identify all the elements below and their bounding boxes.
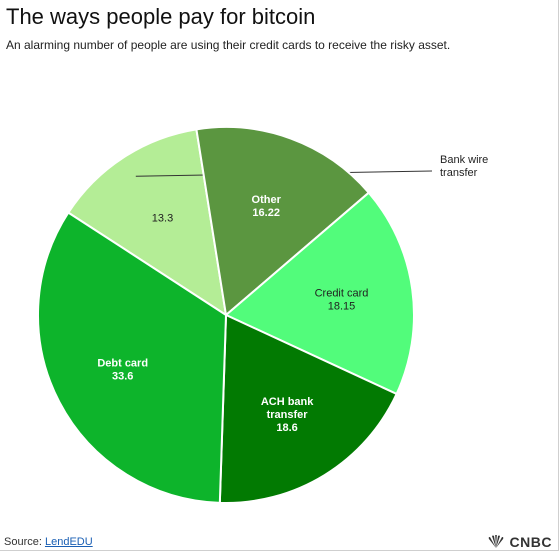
source-link[interactable]: LendEDU (44, 536, 93, 548)
slice-value-label: 18.15 (328, 301, 356, 313)
pie-slice-other (195, 126, 371, 317)
pie-slice-ach-bank-transfer (218, 313, 398, 504)
peacock-icon (488, 535, 503, 548)
source-prefix: Source: (4, 536, 45, 548)
slice-value-label: 16.22 (252, 207, 280, 219)
pie-slice-credit-card (224, 191, 415, 396)
slice-name-label: Other (252, 194, 282, 206)
callout-label: transfer (440, 167, 478, 179)
chart-subtitle: An alarming number of people are using t… (6, 38, 451, 52)
pie-slice-debt-card (37, 211, 228, 504)
callout-label: Bank wire (440, 154, 488, 166)
source-line: Source: LendEDU (4, 536, 93, 548)
slice-value-label: 33.6 (112, 370, 133, 382)
slice-name-label: ACH bank (261, 396, 314, 408)
slice-name-label: transfer (267, 409, 309, 421)
slice-value-label: 18.6 (276, 422, 297, 434)
slice-value-label: 13.3 (152, 212, 173, 224)
slice-name-label: Debt card (97, 357, 148, 369)
slice-name-label: Credit card (315, 288, 369, 300)
logo-text: CNBC (509, 534, 552, 550)
cnbc-logo: CNBC (486, 534, 552, 550)
chart-title: The ways people pay for bitcoin (6, 4, 316, 29)
